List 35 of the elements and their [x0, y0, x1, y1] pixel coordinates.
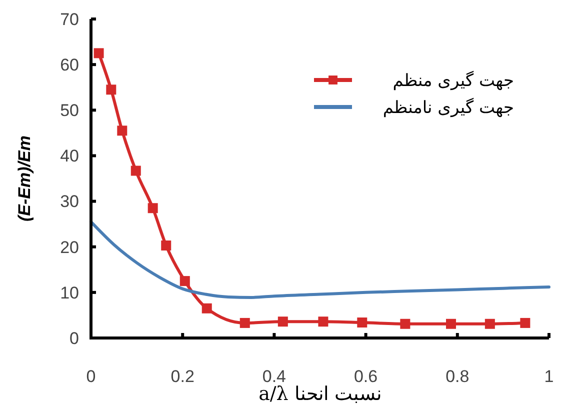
y-axis-title: (E-Em)/Em	[15, 136, 34, 222]
x-tick-label: 0.6	[354, 367, 378, 386]
x-tick-label: 0.8	[446, 367, 470, 386]
point	[400, 318, 410, 329]
y-tick-label: 0	[70, 328, 79, 348]
y-tick-label: 40	[60, 146, 79, 166]
x-tick-label: 1	[544, 367, 554, 386]
x-tick-label: 0	[86, 367, 96, 386]
point	[130, 166, 141, 176]
point	[278, 316, 288, 327]
y-tick-label: 70	[60, 10, 79, 29]
point	[520, 318, 530, 328]
legend-label: جهت گیری منظم	[392, 70, 514, 91]
point	[94, 48, 104, 58]
point	[202, 303, 212, 314]
y-tick-label: 10	[60, 283, 79, 302]
point	[318, 316, 328, 327]
y-tick-label: 30	[60, 192, 79, 212]
y-tick-label: 60	[60, 56, 79, 75]
point	[117, 126, 128, 136]
point	[106, 84, 116, 95]
point	[180, 276, 190, 286]
x-tick-label: 0.2	[170, 367, 194, 386]
point	[446, 318, 456, 329]
y-tick-label: 50	[60, 101, 79, 120]
line-series	[90, 220, 550, 299]
point	[148, 203, 158, 214]
point	[161, 240, 172, 250]
point	[357, 318, 368, 328]
point	[240, 318, 250, 328]
legend-label: جهت گیری نامنظم	[382, 96, 514, 118]
point	[484, 318, 495, 329]
y-tick-label: 20	[60, 238, 79, 257]
x-tick-label: 0.4	[262, 367, 286, 386]
x-axis-title: نسبت انحنا a/λ	[258, 383, 382, 405]
